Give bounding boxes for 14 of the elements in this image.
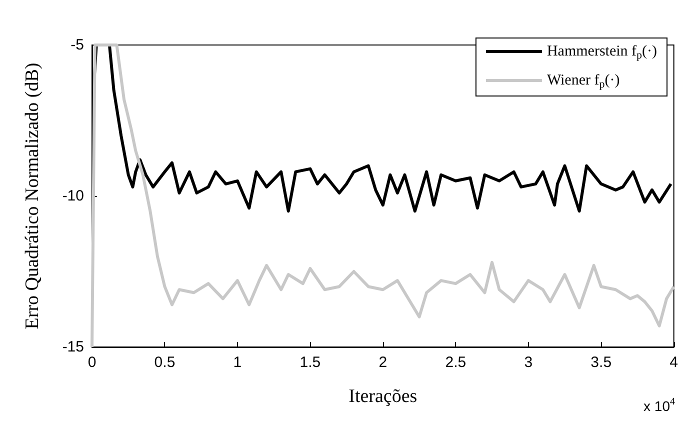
x-tick-label: 2.5 <box>445 354 466 371</box>
x-tick-label: 3.5 <box>590 354 612 371</box>
y-tick-label: -10 <box>62 188 84 204</box>
x-tick-label: 0.5 <box>154 354 176 371</box>
x-axis-title: Iterações <box>348 386 418 407</box>
y-tick-label: -5 <box>70 36 84 54</box>
x-tick-label: 4 <box>670 354 678 371</box>
x-tick-label: 1 <box>233 354 242 371</box>
y-tick-label: -15 <box>62 338 84 356</box>
y-axis-title: Erro Quadrático Normalizado (dB) <box>22 62 43 330</box>
x-tick-label: 0 <box>88 354 96 371</box>
x-tick-label: 1.5 <box>300 354 321 371</box>
x-tick-label: 2 <box>378 354 388 371</box>
x-tick-label: 3 <box>524 354 533 371</box>
